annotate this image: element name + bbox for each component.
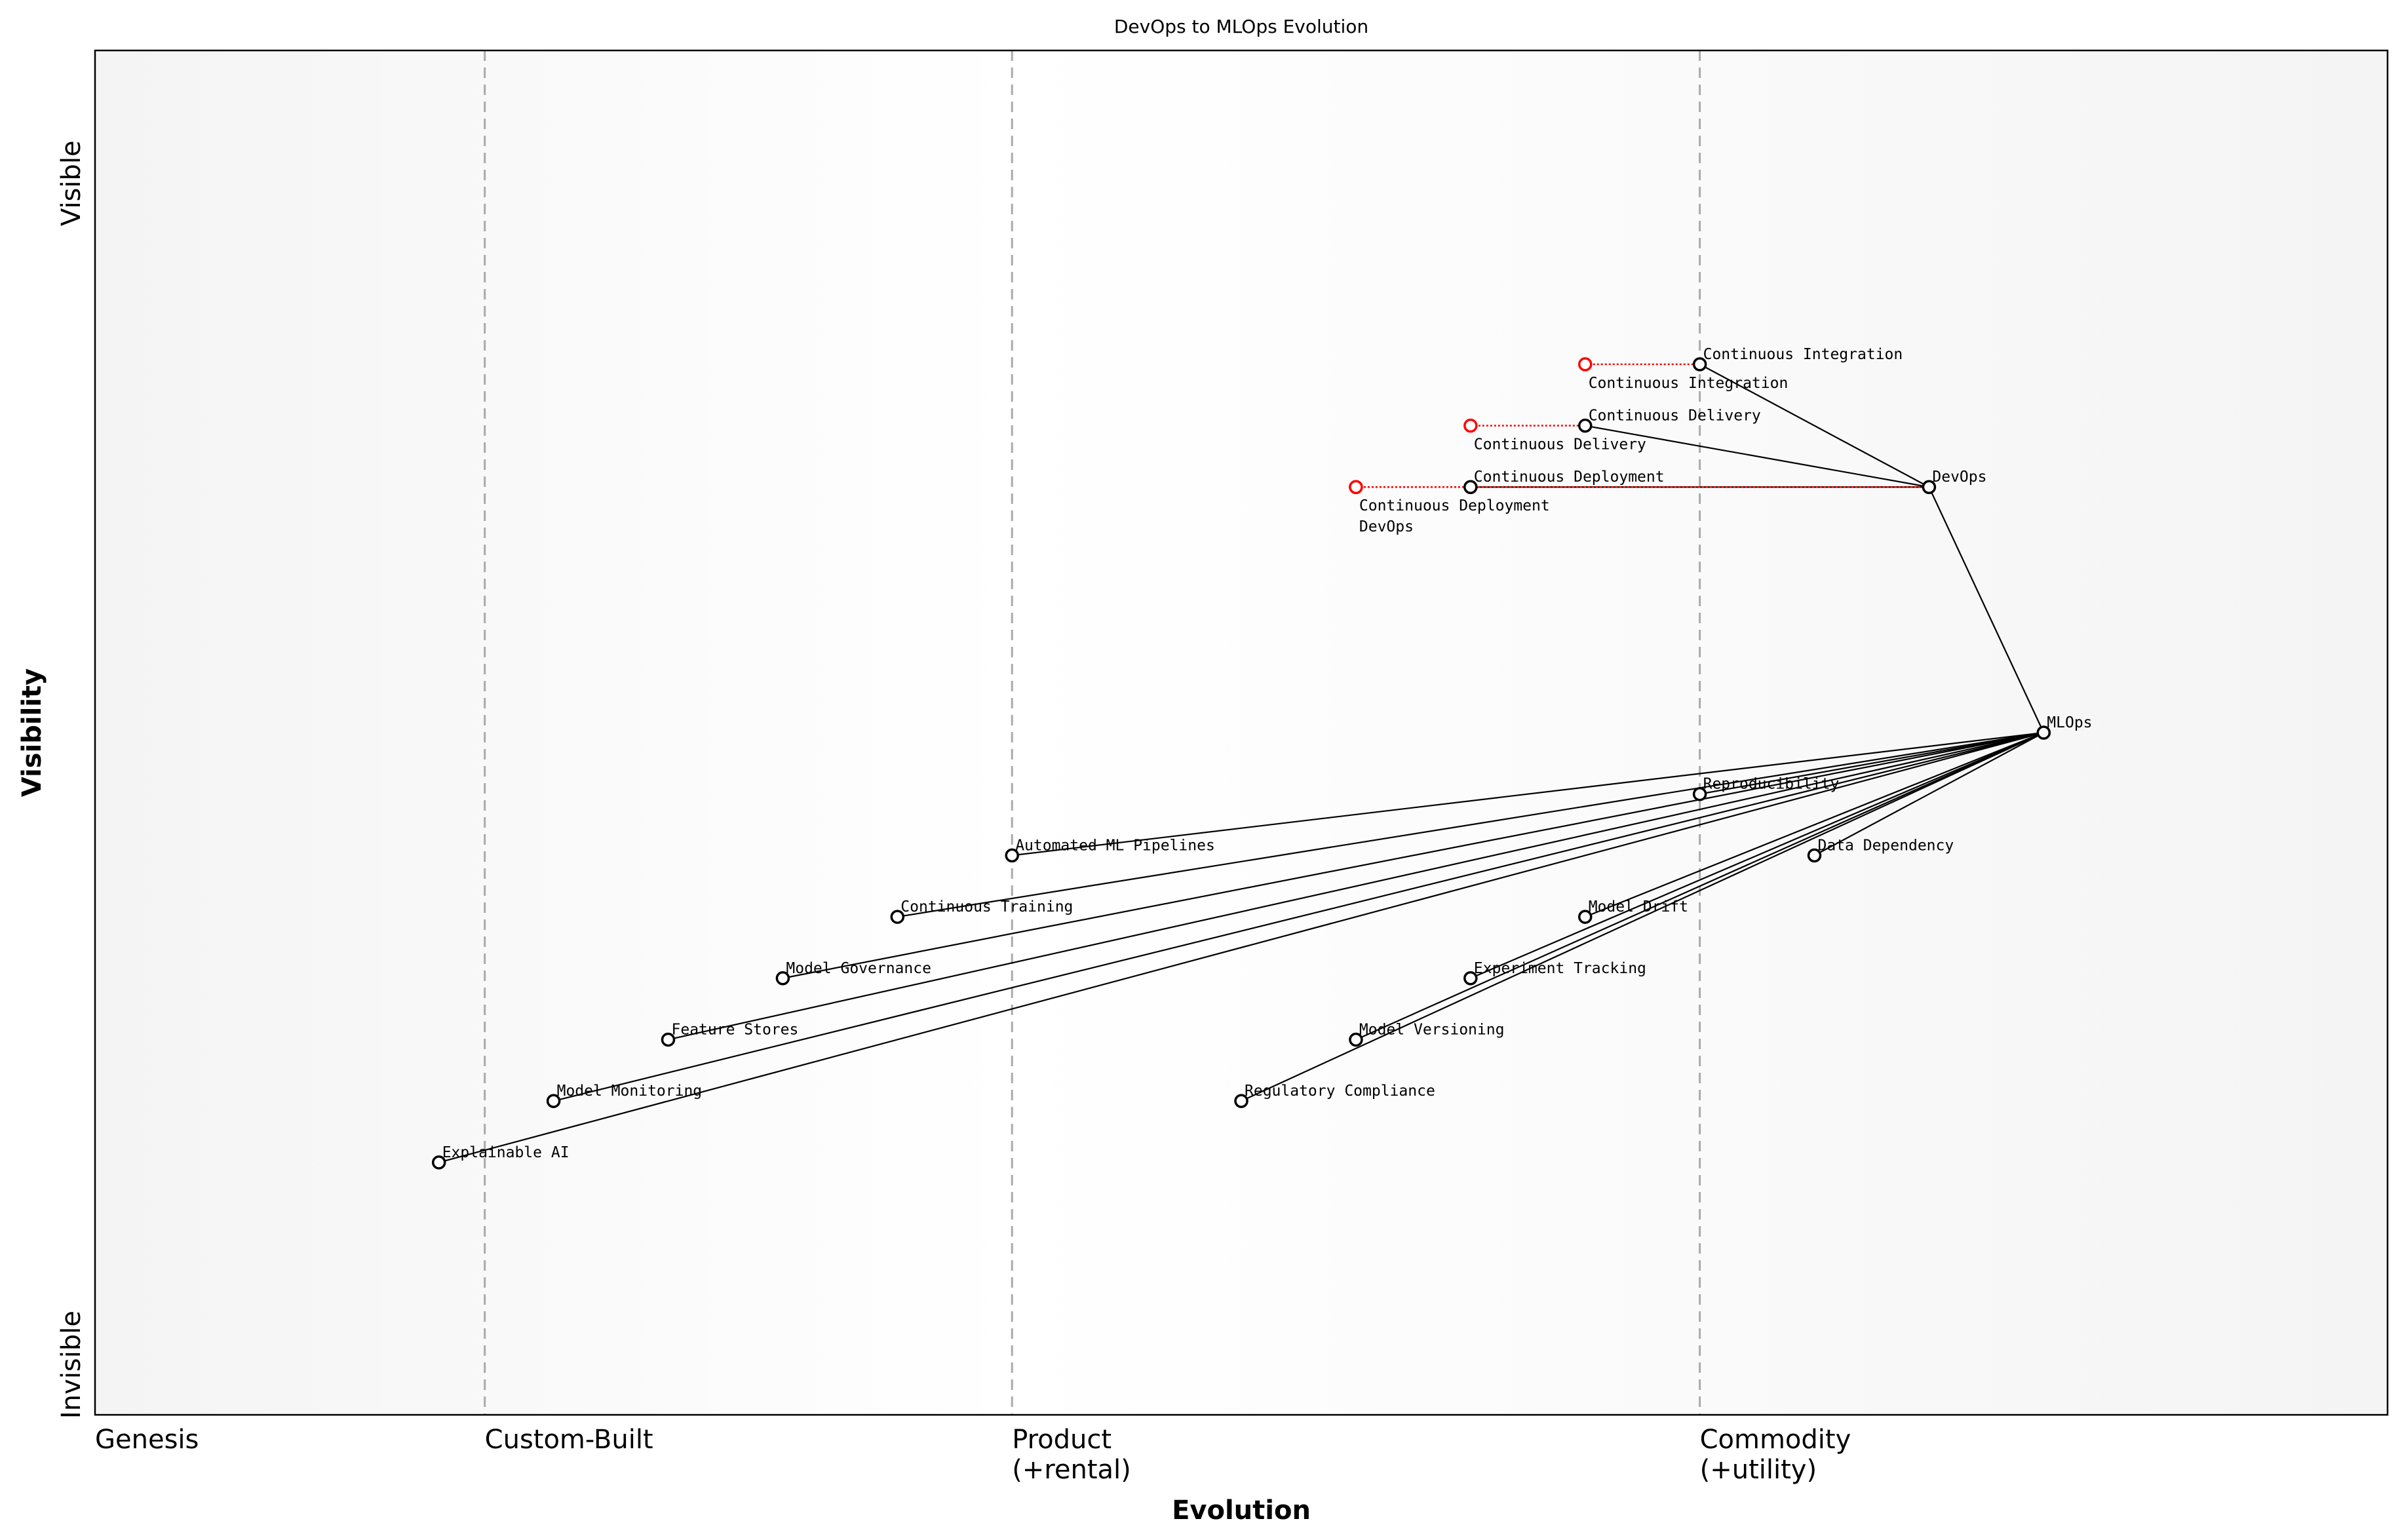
- component-node: MLOps: [2036, 714, 2093, 740]
- component-marker: [775, 971, 790, 986]
- link-line: [553, 731, 2044, 1102]
- link-line: [438, 731, 2044, 1163]
- chart-title: DevOps to MLOps Evolution: [1114, 16, 1368, 37]
- link-line: [1699, 363, 1929, 488]
- link-line: [1012, 731, 2044, 857]
- component-label: DevOps: [1932, 469, 1986, 486]
- component-label: Feature Stores: [672, 1021, 799, 1038]
- component-node: Experiment Tracking: [1463, 960, 1646, 986]
- component-marker: [890, 910, 905, 924]
- component-label: Reproducibility: [1703, 776, 1840, 793]
- evolve-label: Continuous Deployment: [1359, 497, 1550, 514]
- evolution-stage-labels: Genesis Custom-Built Product(+rental) Commo…: [95, 1425, 1851, 1485]
- component-node: Model Versioning: [1349, 1021, 1505, 1047]
- link-line: [897, 731, 2044, 918]
- component-marker: [1349, 1032, 1363, 1047]
- component-marker: [1005, 848, 1019, 863]
- component-marker: [1463, 480, 1478, 494]
- components: DevOps Continuous Integration Continuous D…: [431, 346, 2093, 1170]
- link-line: [1585, 731, 2044, 918]
- component-label: Continuous Training: [900, 898, 1073, 915]
- link-line: [1355, 731, 2044, 1041]
- plot-background: [95, 50, 2388, 1415]
- evolve-label: Continuous Delivery: [1474, 436, 1646, 453]
- component-marker: [661, 1032, 676, 1047]
- y-axis-top-label: Visible: [56, 140, 87, 226]
- stage-label: (+utility): [1700, 1455, 1817, 1485]
- component-label: Model Monitoring: [557, 1083, 703, 1100]
- component-label: Continuous Integration: [1703, 346, 1903, 363]
- component-label: Automated ML Pipelines: [1015, 837, 1215, 854]
- component-label: Explainable AI: [442, 1144, 570, 1161]
- y-axis-bottom-label: Invisible: [56, 1311, 87, 1419]
- evolve-marker: [1577, 357, 1593, 372]
- component-node: Feature Stores: [661, 1021, 799, 1047]
- evolve-label: Continuous Integration: [1589, 375, 1789, 392]
- component-node: Continuous Training: [890, 898, 1073, 924]
- component-node: Explainable AI: [431, 1144, 570, 1170]
- stage-label: Genesis: [95, 1425, 199, 1455]
- component-label: Model Governance: [786, 960, 931, 977]
- component-label: Continuous Deployment: [1474, 469, 1665, 486]
- evolve-markers: Continuous Integration Continuous Deliver…: [1349, 357, 1929, 535]
- component-node: DevOps: [1922, 469, 1986, 494]
- link-line: [1699, 731, 2044, 795]
- component-label: Model Drift: [1589, 898, 1688, 915]
- link-line: [1928, 486, 2045, 733]
- component-node: Continuous Integration: [1692, 346, 1903, 372]
- component-node: Regulatory Compliance: [1234, 1083, 1435, 1108]
- evolve-marker: [1349, 480, 1363, 494]
- link-line: [1585, 425, 1929, 488]
- stage-label: Custom-Built: [485, 1425, 653, 1455]
- y-axis-label: Visibility: [17, 668, 47, 797]
- evolve-label: DevOps: [1359, 518, 1414, 535]
- component-label: Experiment Tracking: [1474, 960, 1646, 977]
- component-marker: [1807, 848, 1822, 863]
- component-marker: [2036, 725, 2051, 740]
- component-label: Continuous Delivery: [1589, 408, 1761, 425]
- plot-frame: [94, 49, 2389, 1416]
- component-node: Model Monitoring: [546, 1083, 703, 1108]
- component-label: MLOps: [2047, 714, 2092, 731]
- x-axis-label: Evolution: [1172, 1495, 1311, 1526]
- component-label: Data Dependency: [1818, 837, 1954, 854]
- component-marker: [1692, 786, 1707, 801]
- component-label: Model Versioning: [1359, 1021, 1505, 1038]
- component-marker: [1577, 418, 1593, 433]
- component-marker: [1922, 480, 1937, 494]
- component-marker: [431, 1155, 446, 1170]
- component-marker: [1692, 357, 1707, 372]
- component-node: Model Governance: [775, 960, 931, 986]
- component-marker: [1463, 971, 1478, 986]
- link-line: [783, 731, 2044, 979]
- component-node: Reproducibility: [1692, 776, 1840, 801]
- component-marker: [1234, 1094, 1248, 1108]
- component-node: Continuous Deployment: [1463, 469, 1665, 494]
- stage-label: Commodity: [1700, 1425, 1851, 1455]
- component-node: Model Drift: [1577, 898, 1688, 924]
- link-line: [1470, 731, 2044, 979]
- link-line: [1241, 732, 2044, 1102]
- link-line: [1813, 732, 2044, 857]
- evolve-marker: [1463, 418, 1478, 433]
- links: [438, 363, 2045, 1163]
- link-line: [668, 731, 2044, 1041]
- component-node: Automated ML Pipelines: [1005, 837, 1215, 863]
- stage-dividers: [484, 50, 1701, 1415]
- stage-label: (+rental): [1012, 1455, 1131, 1485]
- component-node: Continuous Delivery: [1577, 408, 1761, 433]
- component-label: Regulatory Compliance: [1245, 1083, 1435, 1100]
- component-marker: [546, 1094, 561, 1108]
- component-marker: [1577, 910, 1593, 924]
- component-node: Data Dependency: [1807, 837, 1954, 863]
- stage-label: Product: [1012, 1425, 1112, 1455]
